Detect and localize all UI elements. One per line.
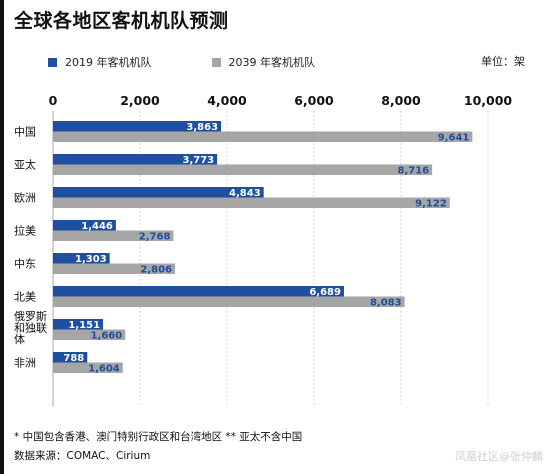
bar-2019 bbox=[53, 187, 264, 198]
unit-label: 单位：架 bbox=[481, 55, 525, 68]
data-label: 9,641 bbox=[438, 132, 470, 143]
footnote: * 中国包含香港、澳门特别行政区和台湾地区 ** 亚太不含中国 bbox=[14, 431, 303, 443]
category-label: 非洲 bbox=[14, 357, 36, 370]
data-label: 3,863 bbox=[186, 122, 218, 133]
x-tick-label: 8,000 bbox=[381, 93, 421, 108]
legend-swatch-2039 bbox=[211, 57, 221, 67]
legend-swatch-2019 bbox=[48, 57, 57, 67]
watermark: 凤凰社区@张仲麟 bbox=[455, 450, 543, 463]
data-label: 788 bbox=[63, 353, 84, 364]
bar-2019 bbox=[53, 220, 116, 231]
bar-2039 bbox=[53, 329, 126, 340]
data-label: 6,689 bbox=[309, 287, 341, 298]
data-label: 4,843 bbox=[229, 188, 261, 199]
chart-title: 全球各地区客机机队预测 bbox=[14, 10, 229, 32]
bar-2019 bbox=[53, 286, 344, 297]
x-tick-label: 6,000 bbox=[294, 93, 334, 108]
data-label: 8,083 bbox=[370, 297, 402, 308]
legend-item-2019: 2019 年客机机队 bbox=[48, 54, 152, 70]
category-label: 北美 bbox=[14, 291, 36, 304]
data-source: 数据来源：COMAC、Cirium bbox=[14, 450, 151, 462]
bar-2019 bbox=[53, 352, 88, 363]
data-label: 2,806 bbox=[140, 264, 172, 275]
data-label: 3,773 bbox=[182, 155, 214, 166]
legend-label-2039: 2039 年客机机队 bbox=[228, 56, 316, 69]
bar-2019 bbox=[53, 154, 218, 165]
bar-2019 bbox=[53, 253, 110, 264]
bar-2039 bbox=[53, 362, 123, 373]
category-label: 拉美 bbox=[14, 224, 36, 238]
legend: 2019 年客机机队 2039 年客机机队 bbox=[48, 54, 375, 70]
bar-2039 bbox=[53, 197, 450, 208]
bar-2039 bbox=[53, 263, 176, 274]
legend-label-2019: 2019 年客机机队 bbox=[65, 56, 152, 69]
data-label: 1,604 bbox=[88, 363, 120, 374]
category-label: 和独联 bbox=[14, 322, 47, 335]
x-tick-label: 10,000 bbox=[464, 93, 513, 108]
bar-2039 bbox=[53, 164, 433, 175]
legend-item-2039: 2039 年客机机队 bbox=[211, 54, 316, 70]
data-label: 8,716 bbox=[398, 165, 430, 176]
data-label: 1,446 bbox=[81, 221, 113, 232]
bar-2039 bbox=[53, 131, 473, 142]
category-label: 体 bbox=[14, 332, 25, 346]
category-label: 中国 bbox=[14, 126, 36, 139]
bar-2039 bbox=[53, 230, 174, 241]
x-tick-label: 0 bbox=[49, 93, 58, 108]
data-label: 1,660 bbox=[91, 330, 123, 341]
data-label: 1,303 bbox=[75, 254, 107, 265]
x-tick-label: 2,000 bbox=[120, 93, 160, 108]
category-label: 中东 bbox=[14, 258, 36, 271]
data-label: 9,122 bbox=[415, 198, 447, 209]
category-label: 亚太 bbox=[14, 159, 36, 172]
data-label: 1,151 bbox=[68, 320, 100, 331]
bar-2039 bbox=[53, 296, 405, 307]
bar-2019 bbox=[53, 121, 222, 132]
data-label: 2,768 bbox=[139, 231, 171, 242]
category-label: 欧洲 bbox=[14, 192, 36, 205]
bar-2019 bbox=[53, 319, 104, 330]
x-tick-label: 4,000 bbox=[207, 93, 247, 108]
category-label: 俄罗斯 bbox=[14, 310, 47, 323]
